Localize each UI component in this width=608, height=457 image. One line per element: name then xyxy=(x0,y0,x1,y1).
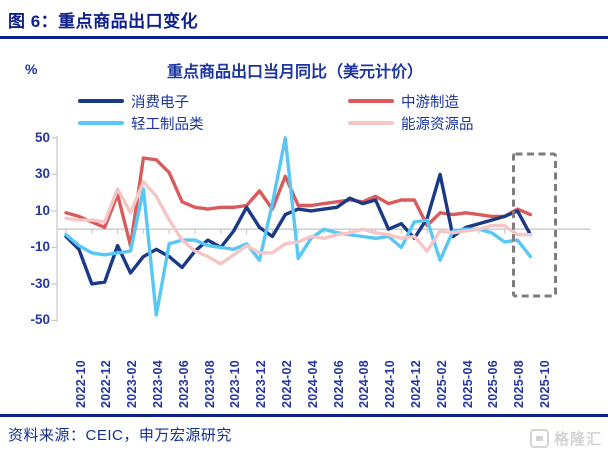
x-axis-label: 2023-04 xyxy=(150,360,165,408)
x-axis-label: 2024-08 xyxy=(357,360,372,408)
x-axis-label: 2022-12 xyxy=(99,360,114,408)
series-line-consumer-electronics xyxy=(64,172,533,286)
y-axis-label: -10 xyxy=(30,239,50,255)
legend-label: 能源资源品 xyxy=(401,116,474,133)
y-axis-label: 10 xyxy=(34,202,50,218)
header-rule xyxy=(0,36,608,39)
x-axis-label: 2024-02 xyxy=(279,360,294,408)
series-line-light-industry xyxy=(64,136,533,317)
x-axis-label: 2024-10 xyxy=(383,360,398,408)
x-axis-label: 2023-06 xyxy=(176,360,191,408)
legend-label: 中游制造 xyxy=(401,94,459,111)
legend-item-consumer-electronics: 消费电子 xyxy=(78,92,189,111)
x-axis-label: 2025-02 xyxy=(434,360,449,408)
legend-item-light-industry: 轻工制品类 xyxy=(78,114,204,133)
footer-rule xyxy=(0,414,608,417)
y-axis-label: 50 xyxy=(34,129,50,145)
highlight-box xyxy=(512,152,557,298)
x-axis-label: 2023-08 xyxy=(202,360,217,408)
gelonghui-logo-icon xyxy=(529,429,549,448)
x-axis-label: 2024-12 xyxy=(408,360,423,408)
x-axis-label: 2024-04 xyxy=(305,360,320,408)
y-axis-unit-label: % xyxy=(25,61,38,77)
legend-swatch-midstream-manufacturing xyxy=(348,99,394,103)
y-axis-label: -30 xyxy=(30,275,50,291)
legend-swatch-consumer-electronics xyxy=(78,99,124,103)
watermark: 格隆汇 xyxy=(529,428,602,449)
legend-label: 轻工制品类 xyxy=(131,116,204,133)
x-axis-label: 2022-10 xyxy=(73,360,88,408)
x-axis-label: 2024-06 xyxy=(331,360,346,408)
figure-title: 图 6：重点商品出口变化 xyxy=(8,12,199,31)
series-line-midstream-manufacturing xyxy=(64,156,533,248)
y-axis-label: 30 xyxy=(34,166,50,182)
x-axis-label: 2025-08 xyxy=(512,360,527,408)
x-axis-label: 2023-02 xyxy=(125,360,140,408)
legend-label: 消费电子 xyxy=(131,94,189,111)
source-text: 资料来源：CEIC，申万宏源研究 xyxy=(8,427,232,444)
legend-item-midstream-manufacturing: 中游制造 xyxy=(348,92,459,111)
y-axis-label: -50 xyxy=(30,312,50,328)
chart-title: 重点商品出口当月同比（美元计价） xyxy=(166,64,423,81)
x-axis-label: 2023-10 xyxy=(228,360,243,408)
x-axis-label: 2025-04 xyxy=(460,360,475,408)
legend-swatch-energy-resources xyxy=(348,121,394,125)
x-axis-label: 2023-12 xyxy=(254,360,269,408)
x-axis-label: 2025-06 xyxy=(486,360,501,408)
legend-item-energy-resources: 能源资源品 xyxy=(348,114,474,133)
legend-swatch-light-industry xyxy=(78,121,124,125)
series-line-energy-resources xyxy=(64,180,533,266)
x-axis-label: 2025-10 xyxy=(537,360,552,408)
watermark-text: 格隆汇 xyxy=(553,431,602,448)
